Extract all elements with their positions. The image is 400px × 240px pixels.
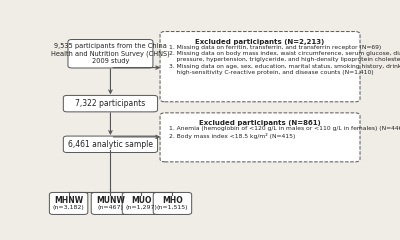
Text: 6,461 analytic sample: 6,461 analytic sample xyxy=(68,140,153,149)
Text: (n=1,515): (n=1,515) xyxy=(157,205,188,210)
FancyBboxPatch shape xyxy=(63,96,158,112)
Text: (n=467): (n=467) xyxy=(98,205,123,210)
Text: MUNW: MUNW xyxy=(96,196,125,205)
Text: 1. Missing data on ferritin, transferrin, and transferrin receptor (N=69)
2. Mis: 1. Missing data on ferritin, transferrin… xyxy=(169,44,400,75)
Text: MHNW: MHNW xyxy=(54,196,83,205)
Text: (n=3,182): (n=3,182) xyxy=(53,205,84,210)
Text: Excluded participants (N=861): Excluded participants (N=861) xyxy=(199,120,321,126)
Text: (n=1,297): (n=1,297) xyxy=(126,205,157,210)
FancyBboxPatch shape xyxy=(122,192,161,214)
Text: MUO: MUO xyxy=(131,196,152,205)
FancyBboxPatch shape xyxy=(160,113,360,162)
Text: 1. Anemia (hemoglobin of <120 g/L in males or <110 g/L in females) (N=446)
2. Bo: 1. Anemia (hemoglobin of <120 g/L in mal… xyxy=(169,126,400,138)
Text: 9,535 participants from the China
Health and Nutrition Survey (CHNS)
2009 study: 9,535 participants from the China Health… xyxy=(51,43,170,65)
Text: 7,322 participants: 7,322 participants xyxy=(75,99,146,108)
FancyBboxPatch shape xyxy=(91,192,130,214)
Text: Excluded participants (N=2,213): Excluded participants (N=2,213) xyxy=(195,39,325,45)
FancyBboxPatch shape xyxy=(153,192,192,214)
FancyBboxPatch shape xyxy=(68,40,153,68)
Text: MHO: MHO xyxy=(162,196,183,205)
FancyBboxPatch shape xyxy=(49,192,88,214)
FancyBboxPatch shape xyxy=(160,32,360,102)
FancyBboxPatch shape xyxy=(63,136,158,153)
